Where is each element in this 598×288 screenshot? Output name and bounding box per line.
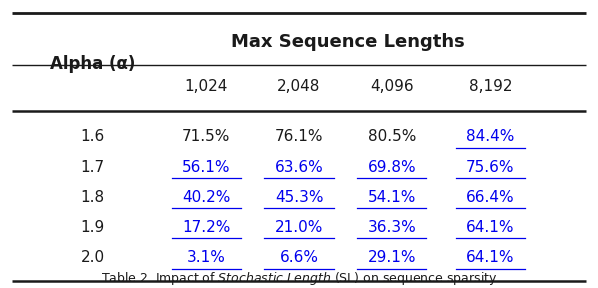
Text: 75.6%: 75.6% [466, 160, 515, 175]
Text: 1.8: 1.8 [81, 190, 105, 205]
Text: 80.5%: 80.5% [368, 129, 416, 144]
Text: 69.8%: 69.8% [367, 160, 416, 175]
Text: Alpha (α): Alpha (α) [50, 55, 135, 73]
Text: 6.6%: 6.6% [279, 250, 319, 265]
Text: 3.1%: 3.1% [187, 250, 226, 265]
Text: 1,024: 1,024 [185, 79, 228, 94]
Text: 17.2%: 17.2% [182, 220, 230, 235]
Text: 84.4%: 84.4% [466, 129, 514, 144]
Text: 29.1%: 29.1% [367, 250, 416, 265]
Text: 66.4%: 66.4% [466, 190, 515, 205]
Text: 1.7: 1.7 [81, 160, 105, 175]
Text: 71.5%: 71.5% [182, 129, 230, 144]
Text: 36.3%: 36.3% [367, 220, 416, 235]
Text: 1.6: 1.6 [81, 129, 105, 144]
Text: 40.2%: 40.2% [182, 190, 230, 205]
Text: 76.1%: 76.1% [274, 129, 324, 144]
Text: Table 2. Impact of $\it{Stochastic\ Length}$ (SL) on sequence sparsity: Table 2. Impact of $\it{Stochastic\ Leng… [100, 270, 498, 287]
Text: 64.1%: 64.1% [466, 220, 515, 235]
Text: 4,096: 4,096 [370, 79, 413, 94]
Text: 54.1%: 54.1% [368, 190, 416, 205]
Text: 2,048: 2,048 [277, 79, 321, 94]
Text: 21.0%: 21.0% [275, 220, 323, 235]
Text: 2.0: 2.0 [81, 250, 105, 265]
Text: 56.1%: 56.1% [182, 160, 231, 175]
Text: 1.9: 1.9 [81, 220, 105, 235]
Text: 64.1%: 64.1% [466, 250, 515, 265]
Text: 63.6%: 63.6% [274, 160, 324, 175]
Text: 8,192: 8,192 [469, 79, 512, 94]
Text: 45.3%: 45.3% [274, 190, 324, 205]
Text: Max Sequence Lengths: Max Sequence Lengths [231, 33, 465, 51]
